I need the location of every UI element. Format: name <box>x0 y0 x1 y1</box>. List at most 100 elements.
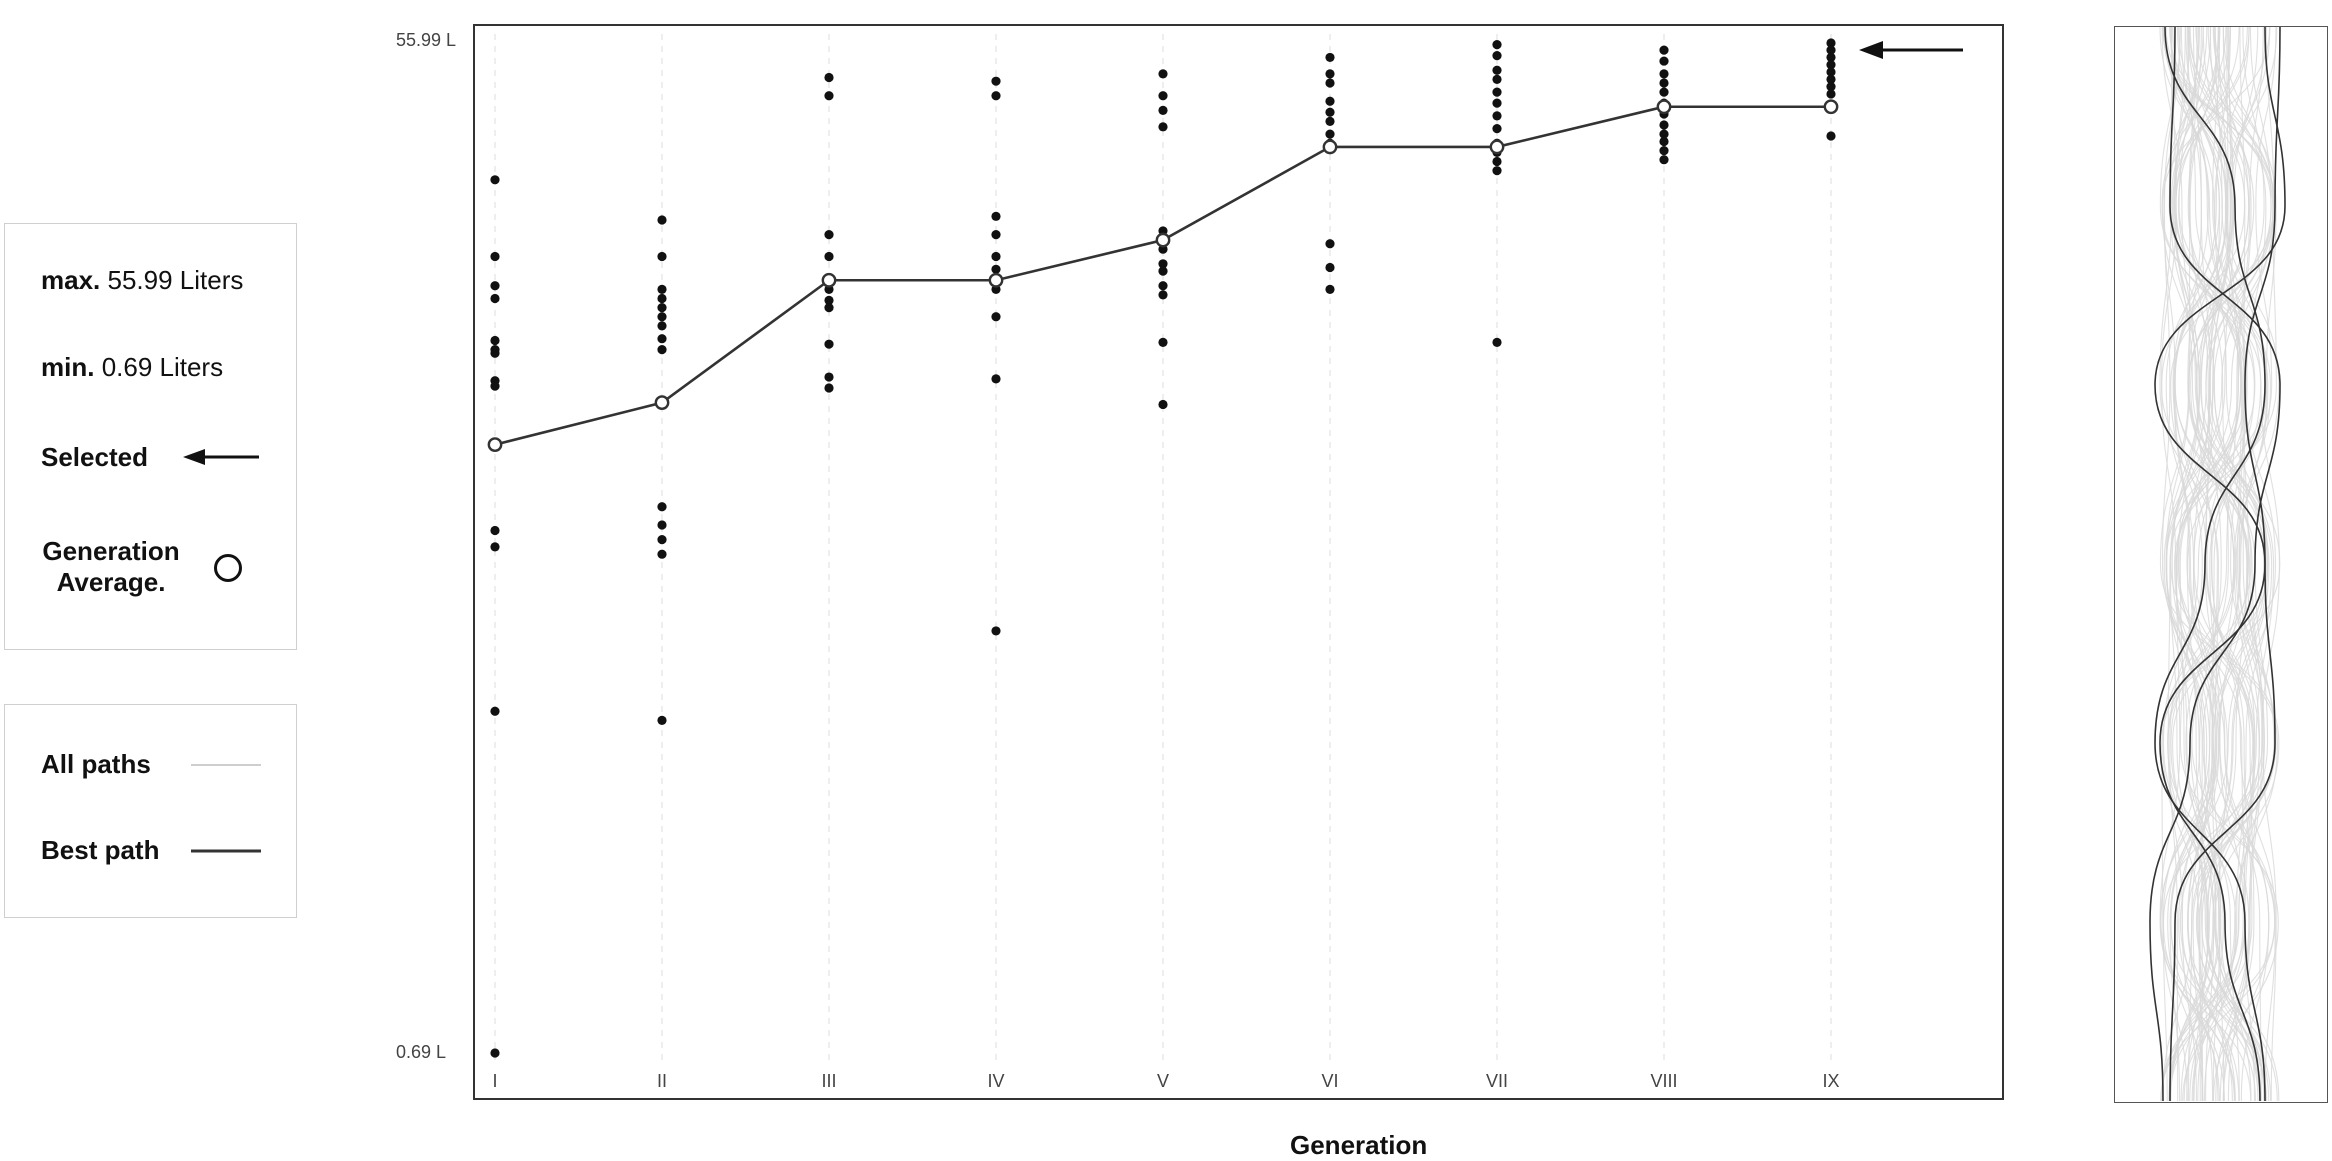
gen-avg-row: Generation Average. <box>31 536 191 598</box>
data-point <box>991 211 1001 221</box>
all-path-line <box>2170 27 2234 1102</box>
y-max-tick-label: 55.99 L <box>396 30 457 50</box>
data-point <box>1826 82 1836 92</box>
data-point <box>1492 337 1502 347</box>
all-paths-layer <box>2159 27 2281 1102</box>
data-point <box>490 706 500 716</box>
best-path-line-icon <box>191 849 261 853</box>
data-point <box>991 312 1001 322</box>
data-point <box>1659 136 1669 147</box>
data-point <box>1325 78 1335 88</box>
best-path-line <box>2159 27 2281 1102</box>
selected-layer <box>1859 41 1963 59</box>
data-point <box>657 215 667 225</box>
data-point <box>657 293 667 304</box>
all-path-line <box>2160 27 2252 1102</box>
data-point <box>1325 284 1335 294</box>
data-point <box>991 264 1001 274</box>
data-point <box>657 549 667 559</box>
all-path-line <box>2159 27 2235 1102</box>
data-point <box>657 534 667 545</box>
data-point <box>824 383 834 393</box>
data-point <box>1659 78 1669 88</box>
all-paths-line-icon <box>191 764 261 766</box>
all-path-line <box>2160 27 2276 1102</box>
all-path-line <box>2161 27 2262 1102</box>
x-axis-title: Generation <box>1290 1130 1428 1160</box>
data-point <box>1325 96 1335 106</box>
data-point <box>1826 52 1836 63</box>
average-marker <box>1656 99 1672 115</box>
data-point <box>1826 74 1836 84</box>
selected-arrow-icon <box>1859 41 1883 59</box>
data-point <box>490 348 500 358</box>
all-path-line <box>2170 27 2237 1102</box>
all-path-line <box>2185 27 2240 1102</box>
all-path-line <box>2159 27 2248 1102</box>
best-path-line <box>2149 27 2281 1102</box>
data-point <box>490 281 500 291</box>
data-point <box>1158 290 1168 300</box>
data-point <box>1826 89 1836 99</box>
min-label: min. <box>41 352 95 382</box>
all-path-line <box>2177 27 2242 1102</box>
data-point <box>1826 131 1836 141</box>
x-tick-label: VII <box>1486 1071 1508 1091</box>
data-point <box>1158 281 1168 291</box>
data-point <box>1158 337 1168 347</box>
max-value: 55.99 Liters <box>107 265 244 295</box>
all-path-line <box>2186 27 2277 1102</box>
data-point <box>1826 38 1836 48</box>
data-point <box>824 91 834 101</box>
stats-legend-panel: max. 55.99 Liters min. 0.69 Liters Selec… <box>4 223 297 650</box>
chart-area: I II III IV V VI VII VIII IX <box>473 24 2004 1100</box>
average-marker <box>654 395 670 411</box>
data-point <box>1492 166 1502 176</box>
average-marker <box>988 272 1004 288</box>
data-point <box>991 374 1001 384</box>
x-tick-label: VI <box>1321 1071 1338 1091</box>
data-point <box>824 72 834 83</box>
generation-average-circle-icon <box>214 554 242 582</box>
selected-row: Selected <box>41 442 148 472</box>
data-point <box>657 251 667 262</box>
best-path-label: Best path <box>41 835 160 865</box>
all-path-line <box>2160 27 2265 1102</box>
data-point <box>824 229 834 240</box>
x-tick-label: II <box>657 1071 667 1091</box>
all-path-line <box>2162 27 2275 1102</box>
min-value: 0.69 Liters <box>101 352 224 382</box>
all-path-line <box>2161 27 2255 1102</box>
data-point <box>1659 45 1669 55</box>
data-point <box>1158 399 1168 410</box>
data-point <box>1659 69 1669 79</box>
data-point <box>1492 124 1502 134</box>
all-paths-row: All paths <box>41 749 151 779</box>
all-paths-label: All paths <box>41 749 151 779</box>
x-tick-label: I <box>492 1071 497 1091</box>
data-point <box>1659 129 1669 139</box>
data-point <box>1492 74 1502 84</box>
data-point <box>824 339 834 349</box>
average-marker <box>1489 139 1505 155</box>
data-point <box>1492 111 1502 121</box>
data-point <box>1158 122 1168 132</box>
all-path-line <box>2161 27 2281 1102</box>
best-paths-layer <box>2149 27 2286 1102</box>
data-point <box>490 381 500 391</box>
average-markers-layer <box>487 99 1839 453</box>
data-point <box>1492 156 1502 167</box>
data-point <box>991 91 1001 101</box>
data-point <box>824 372 834 382</box>
data-point <box>824 295 834 305</box>
all-path-line <box>2187 27 2249 1102</box>
data-point <box>490 525 500 536</box>
data-point <box>991 76 1001 86</box>
data-point <box>1158 266 1168 276</box>
data-point <box>490 251 500 262</box>
data-point <box>657 334 667 344</box>
data-point <box>1659 155 1669 165</box>
average-marker <box>1322 139 1338 155</box>
data-point <box>991 229 1001 240</box>
average-marker <box>487 437 503 453</box>
